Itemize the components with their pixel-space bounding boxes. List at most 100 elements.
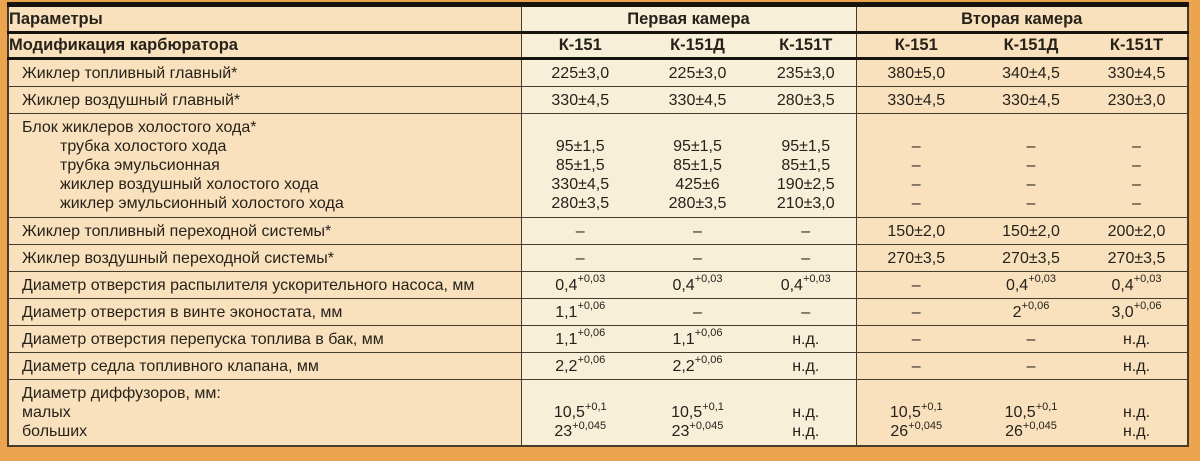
value-line: 3,0+0,06	[1111, 300, 1162, 321]
value-line: 85±1,5	[781, 157, 831, 174]
tolerance-superscript: +0,1	[920, 400, 943, 413]
value-line: 10,5+0,1	[1004, 400, 1058, 421]
value-cell: 330±4,5	[639, 86, 756, 114]
value-line: –	[1132, 195, 1141, 212]
value-cell: 10,5+0,1 23+0,045	[639, 379, 756, 446]
value-line: 280±3,5	[551, 195, 610, 212]
value-line: –	[801, 303, 811, 321]
value-line: н.д.	[1122, 404, 1151, 421]
tolerance-superscript: +0,045	[689, 419, 724, 432]
table-row: Диаметр отверстия распылителя ускоритель…	[8, 271, 1189, 299]
value-cell: 200±2,0	[1086, 217, 1189, 245]
value-cell: 10,5+0,1 26+0,045	[856, 379, 976, 446]
tolerance-superscript: +0,045	[908, 419, 943, 432]
tolerance-superscript: +0,03	[694, 273, 723, 286]
value-line	[756, 118, 856, 137]
value-line: 23+0,045	[671, 419, 724, 440]
value-line: 0,4+0,03	[1111, 273, 1162, 294]
value-line: 330±4,5	[1002, 91, 1060, 109]
value-line: –	[575, 222, 585, 240]
param-label: Диаметр отверстия распылителя ускоритель…	[8, 271, 522, 299]
value-line: –	[911, 138, 921, 155]
header-second-chamber: Вторая камера	[856, 4, 1189, 34]
value-cell: – – – –	[856, 113, 977, 218]
value-line: 85±1,5	[555, 157, 605, 174]
value-line: –	[911, 303, 921, 321]
value-line: –	[911, 357, 921, 375]
value-line: 330±4,5	[668, 91, 727, 109]
value-cell: н.д. н.д.	[756, 379, 857, 446]
value-cell: 330±4,5	[521, 86, 639, 114]
value-line: –	[911, 276, 921, 294]
param-line: Жиклер воздушный переходной системы*	[22, 249, 334, 267]
value-cell: н.д. н.д.	[1086, 379, 1189, 446]
value-line	[639, 384, 756, 403]
value-line: 2,2+0,06	[672, 354, 723, 375]
value-cell: н.д.	[1086, 352, 1189, 380]
value-cell: 340±4,5	[976, 58, 1086, 87]
value-line: 270±3,5	[1107, 249, 1166, 267]
value-line: –	[911, 157, 921, 174]
value-line: 425±6	[675, 176, 720, 193]
value-cell: 95±1,5 85±1,5 425±6 280±3,5	[639, 113, 756, 218]
value-line: 2,2+0,06	[555, 354, 606, 375]
value-line: 200±2,0	[1107, 222, 1166, 240]
value-line: –	[1132, 176, 1141, 193]
value-line: 10,5+0,1	[671, 400, 724, 421]
header-model-k151-1: К-151	[521, 32, 639, 60]
value-line: 270±3,5	[887, 249, 946, 267]
value-line: –	[575, 249, 585, 267]
header-model-k151t-1: К-151Т	[756, 32, 857, 60]
param-line: Диаметр отверстия распылителя ускоритель…	[22, 276, 475, 294]
tolerance-superscript: +0,03	[1028, 273, 1057, 286]
value-cell: –	[756, 298, 857, 326]
tolerance-superscript: +0,1	[1035, 400, 1058, 413]
tolerance-superscript: +0,03	[1133, 273, 1162, 286]
header-model-k151-2: К-151	[856, 32, 976, 60]
value-cell: 10,5+0,1 26+0,045	[976, 379, 1086, 446]
param-label: Диаметр седла топливного клапана, мм	[8, 352, 522, 380]
param-line: Жиклер топливный переходной системы*	[22, 222, 332, 240]
tolerance-superscript: +0,06	[694, 354, 723, 367]
value-line: 150±2,0	[1002, 222, 1060, 240]
value-cell: 230±3,0	[1086, 86, 1189, 114]
param-line: Жиклер топливный главный*	[22, 64, 238, 82]
tolerance-superscript: +0,045	[1022, 419, 1057, 432]
value-cell: 330±4,5	[1086, 58, 1189, 87]
value-line: 230±3,0	[1107, 91, 1166, 109]
param-line: Диаметр отверстия в винте эконостата, мм	[22, 303, 343, 321]
value-cell: 150±2,0	[856, 217, 976, 245]
tolerance-superscript: +0,06	[1133, 300, 1162, 313]
value-line	[857, 118, 977, 137]
value-cell: 270±3,5	[1086, 244, 1189, 272]
value-line: н.д.	[1122, 357, 1151, 375]
value-line: 280±3,5	[776, 91, 835, 109]
param-line: жиклер эмульсионный холостого хода	[60, 195, 344, 212]
value-line	[976, 118, 1086, 137]
value-line: –	[693, 303, 702, 321]
value-cell: 0,4+0,03	[639, 271, 756, 299]
value-cell: 280±3,5	[756, 86, 857, 114]
value-cell: 1,1+0,06	[521, 325, 639, 353]
value-line: –	[1026, 157, 1036, 174]
header-parameters: Параметры	[8, 4, 522, 34]
value-line: 26+0,045	[890, 419, 943, 440]
value-line: 0,4+0,03	[672, 273, 723, 294]
param-label: Жиклер топливный главный*	[8, 58, 522, 87]
value-cell: – – – –	[1086, 113, 1189, 218]
value-cell: 270±3,5	[856, 244, 976, 272]
value-cell: –	[856, 271, 976, 299]
param-line: Диаметр седла топливного клапана, мм	[22, 357, 319, 375]
value-line: н.д.	[1122, 330, 1151, 348]
table-row: Жиклер воздушный главный* 330±4,5 330±4,5 2…	[8, 86, 1189, 114]
value-line: н.д.	[1122, 423, 1151, 440]
value-cell: 380±5,0	[856, 58, 976, 87]
value-cell: –	[521, 244, 639, 272]
table-header-row-models: Модификация карбюратора К-151 К-151Д К-1…	[8, 32, 1189, 60]
table-row: Диаметр седла топливного клапана, мм 2,2+…	[8, 352, 1189, 380]
param-line: Диаметр отверстия перепуска топлива в ба…	[22, 330, 384, 348]
value-line: 0,4+0,03	[1005, 273, 1057, 294]
tolerance-superscript: +0,03	[802, 273, 831, 286]
value-cell: –	[856, 352, 976, 380]
